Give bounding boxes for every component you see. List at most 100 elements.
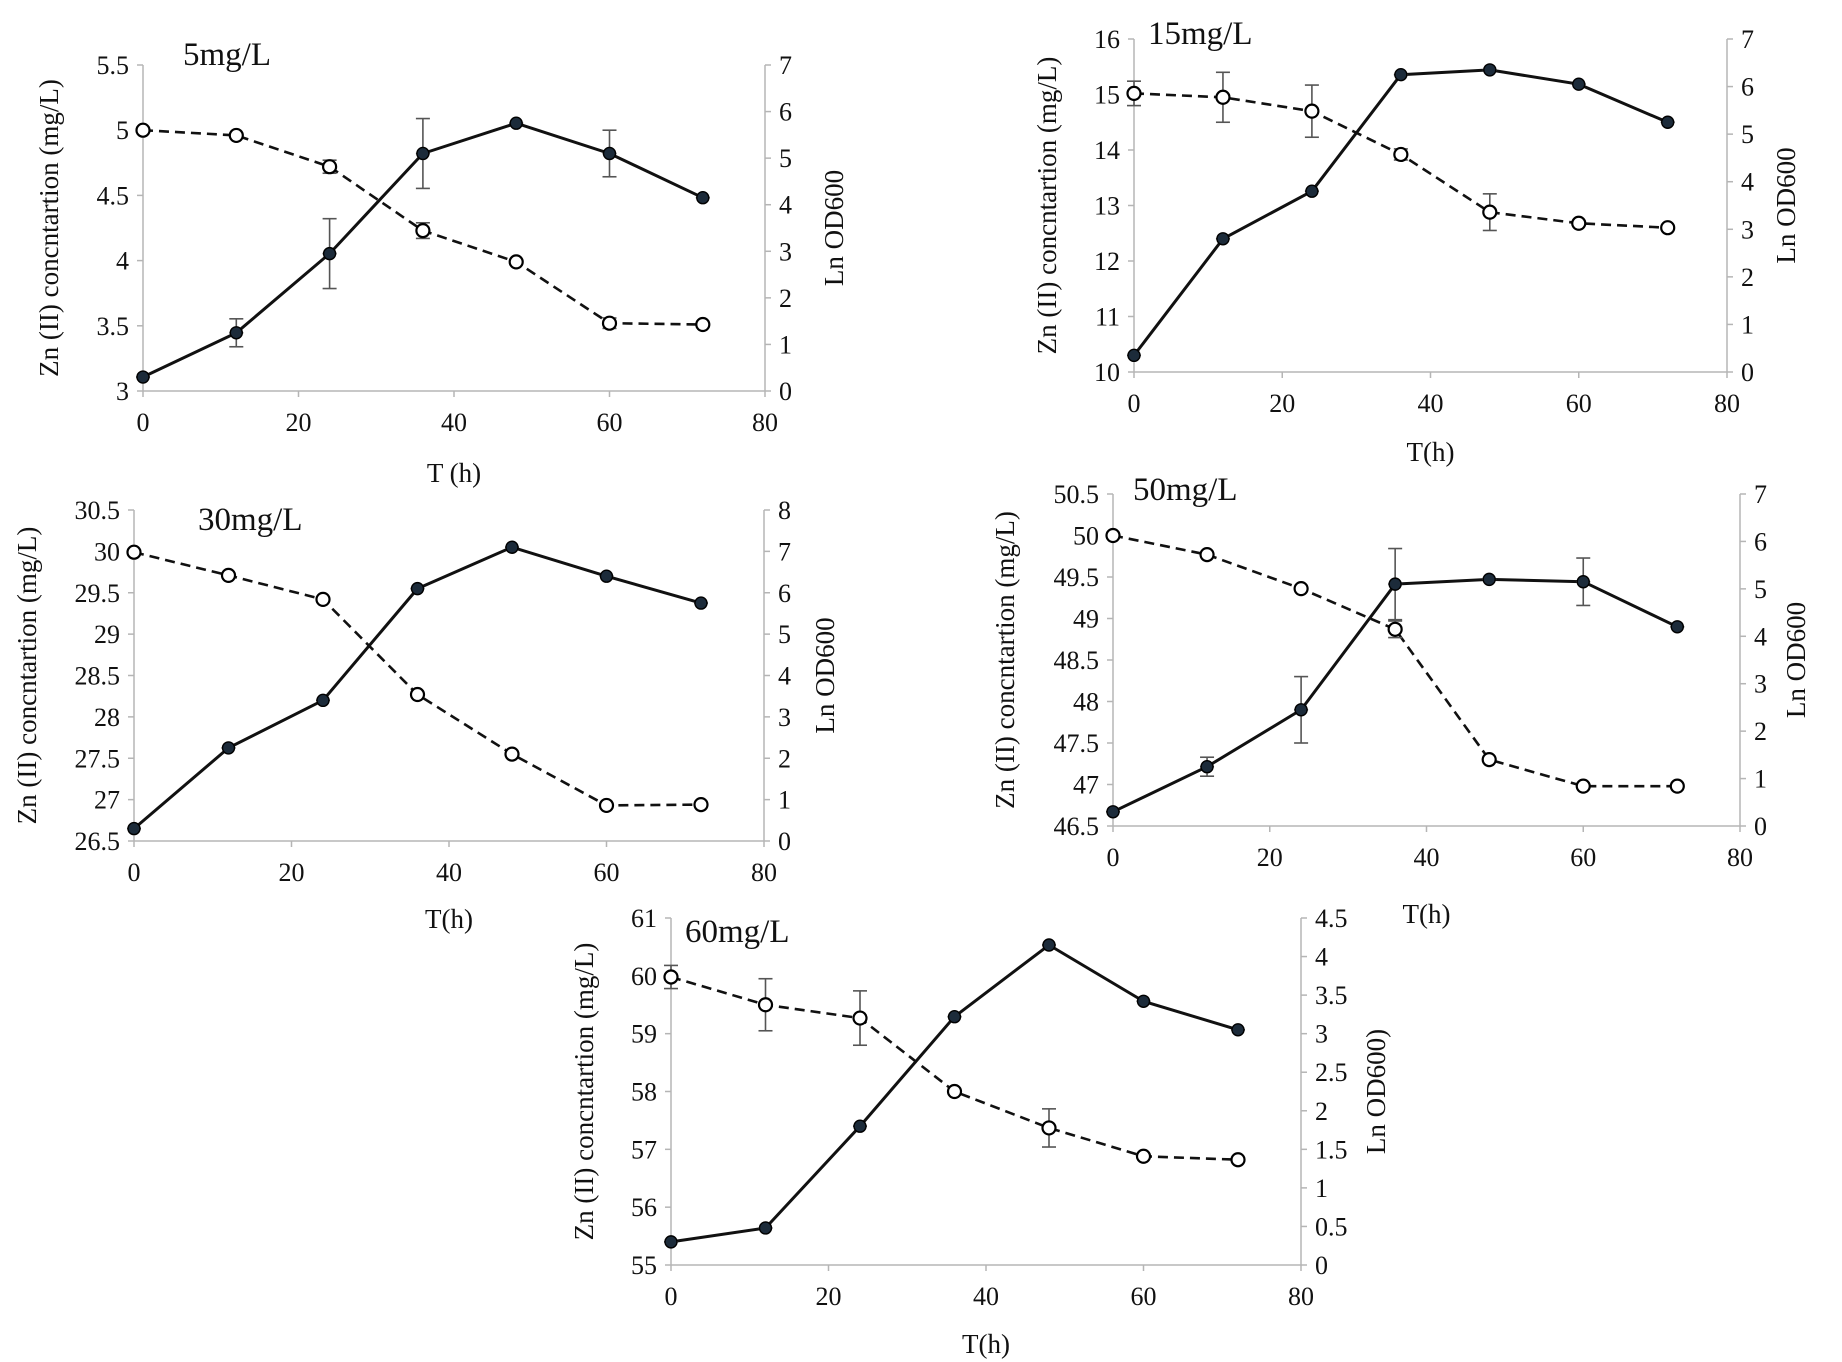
- panel-title: 5mg/L: [183, 37, 271, 73]
- y2-tick-label: 1: [779, 330, 792, 359]
- y2-tick-label: 0: [1754, 812, 1767, 841]
- y2-tick-label: 0: [778, 827, 791, 856]
- zn-data-point: [1215, 89, 1231, 105]
- zn-data-point: [409, 686, 426, 703]
- x-tick-label: 40: [436, 858, 462, 887]
- od-data-point: [322, 246, 337, 261]
- od-data-point: [229, 326, 244, 340]
- y-tick-label: 4: [116, 247, 129, 276]
- zn-data-point: [1575, 778, 1591, 794]
- y2-tick-label: 2: [778, 744, 791, 773]
- x-tick-label: 20: [816, 1282, 842, 1311]
- y2-tick-label: 3: [1315, 1020, 1328, 1049]
- zn-data-point: [1482, 204, 1498, 220]
- y2-tick-label: 4: [779, 191, 792, 220]
- od-data-point: [696, 191, 710, 205]
- x-tick-label: 0: [137, 408, 150, 437]
- x-tick-label: 40: [1414, 843, 1440, 872]
- od-data-point: [664, 1235, 678, 1249]
- y-tick-label: 16: [1094, 25, 1120, 54]
- y2-tick-label: 3: [778, 703, 791, 732]
- y2-tick-label: 7: [1754, 480, 1767, 509]
- x-tick-label: 0: [1128, 389, 1141, 418]
- x-tick-label: 0: [128, 858, 141, 887]
- od-data-point: [1042, 938, 1056, 952]
- od-data-point: [947, 1010, 962, 1024]
- y2-axis-title: Ln OD600: [1771, 147, 1801, 263]
- y2-tick-label: 3: [779, 237, 792, 266]
- od-data-point: [1483, 63, 1497, 77]
- y-tick-label: 14: [1094, 136, 1120, 165]
- y2-axis-title: Ln OD600: [819, 170, 849, 286]
- zn-data-point: [1135, 1148, 1152, 1164]
- zn-data-point: [1304, 103, 1320, 119]
- x-tick-label: 20: [286, 408, 312, 437]
- y-tick-label: 4.5: [97, 181, 130, 210]
- y2-tick-label: 4: [778, 662, 791, 691]
- od-data-point: [1294, 703, 1308, 717]
- zn-data-point: [1660, 220, 1676, 236]
- y2-tick-label: 6: [1754, 527, 1767, 556]
- x-tick-label: 80: [1727, 843, 1753, 872]
- y2-tick-label: 1: [1741, 310, 1754, 339]
- zn-data-point: [598, 797, 615, 814]
- zn-data-point: [693, 796, 709, 813]
- od-data-point: [509, 116, 523, 130]
- y2-tick-label: 3: [1754, 670, 1767, 699]
- zn-data-point: [1126, 85, 1142, 101]
- y-tick-label: 57: [631, 1135, 657, 1164]
- od-data-point: [1572, 77, 1586, 91]
- y-tick-label: 50: [1073, 522, 1099, 551]
- y-tick-label: 30: [94, 537, 120, 566]
- zn-data-point: [1199, 546, 1215, 563]
- y2-tick-label: 4: [1315, 943, 1328, 972]
- y-tick-label: 47.5: [1054, 729, 1100, 758]
- zn-data-point: [508, 254, 524, 270]
- zn-data-point: [1105, 527, 1121, 544]
- od-data-point: [758, 1221, 773, 1235]
- y-tick-label: 30.5: [75, 496, 121, 525]
- zn-data-point: [1293, 581, 1309, 597]
- x-tick-label: 80: [752, 408, 778, 437]
- y-tick-label: 27: [94, 786, 120, 815]
- od-data-point: [505, 540, 519, 554]
- y2-tick-label: 4: [1741, 168, 1754, 197]
- y2-tick-label: 2: [1741, 263, 1754, 292]
- y-tick-label: 48: [1073, 688, 1099, 717]
- panel-title: 60mg/L: [685, 914, 790, 950]
- y2-tick-label: 1: [1754, 765, 1767, 794]
- zn-data-point: [1041, 1120, 1057, 1136]
- panel-title: 50mg/L: [1133, 472, 1238, 508]
- zn-data-point: [852, 1010, 868, 1026]
- y2-tick-label: 1.5: [1315, 1135, 1348, 1164]
- zn-data-point: [1669, 778, 1685, 794]
- od-data-point: [853, 1119, 867, 1133]
- zn-data-point: [135, 122, 151, 138]
- y2-tick-label: 4.5: [1315, 904, 1348, 933]
- y2-tick-label: 1: [1315, 1174, 1328, 1203]
- y-axis-title: Zn (II) concntartion (mg/L): [569, 943, 599, 1241]
- y2-axis-title: Ln OD600: [810, 617, 840, 733]
- zn-data-point: [504, 746, 520, 762]
- od-data-point: [127, 821, 141, 836]
- y-axis-title: Zn (II) concntartion (mg/L): [1032, 57, 1062, 355]
- od-series-line: [1132, 68, 1669, 357]
- od-data-point: [1482, 572, 1496, 587]
- y2-tick-label: 4: [1754, 622, 1767, 651]
- od-data-point: [1127, 348, 1141, 363]
- zn-data-point: [695, 316, 711, 333]
- od-data-point: [1231, 1023, 1245, 1037]
- y-tick-label: 61: [631, 904, 657, 933]
- x-tick-label: 20: [279, 858, 305, 887]
- chart-panel-2: 0 20 40 60 8026.52727.52828.52929.53030.5012…: [12, 496, 840, 934]
- zn-data-point: [322, 159, 338, 175]
- zn-data-point: [1481, 751, 1497, 768]
- y2-tick-label: 2: [1315, 1097, 1328, 1126]
- y2-tick-label: 3: [1741, 215, 1754, 244]
- chart-panel-0: 0 20 40 60 80 3 3.5 4 4.5 5 5.5 0 1 2 3 4 5 6 7 5mg/L T (h) Z…: [34, 37, 849, 488]
- y2-tick-label: 5: [779, 144, 792, 173]
- y2-tick-label: 2: [779, 284, 792, 313]
- od-data-point: [1394, 67, 1408, 82]
- od-data-point: [1216, 232, 1230, 246]
